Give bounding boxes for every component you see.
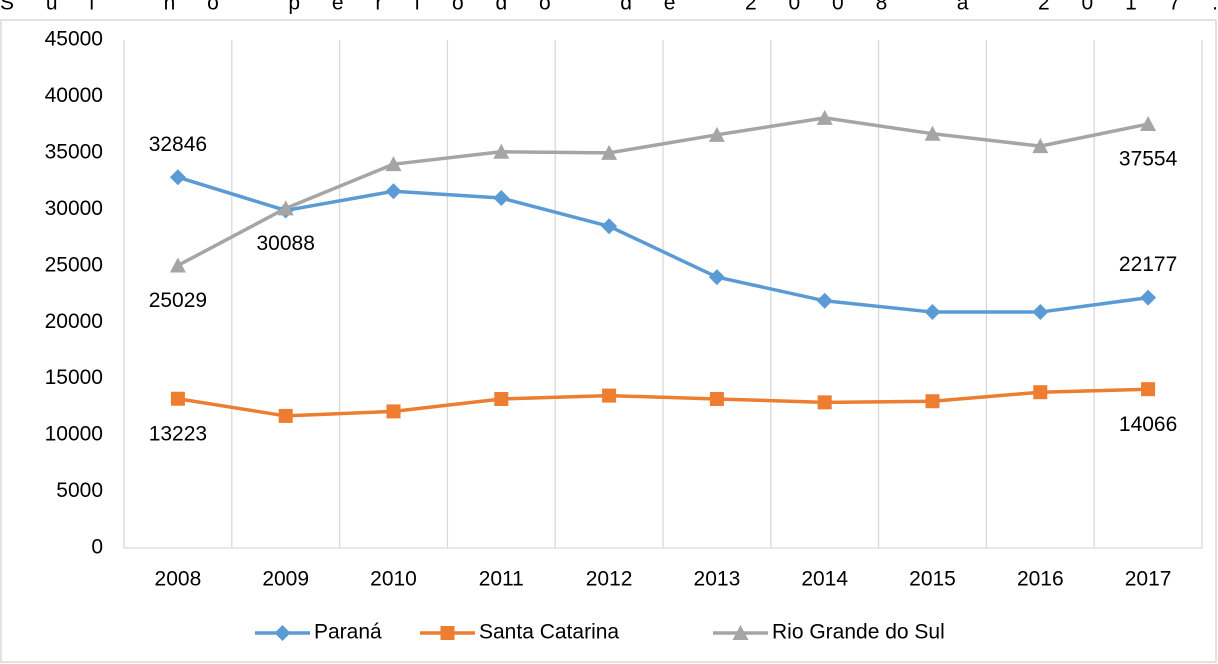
data-label: 37554: [1119, 148, 1178, 171]
point-marker: [1032, 138, 1049, 154]
y-tick-label: 40000: [45, 84, 103, 107]
series-line: [177, 175, 1149, 314]
point-marker: [709, 391, 724, 406]
legend-label: Paraná: [314, 621, 382, 644]
x-tick-label: 2012: [586, 568, 633, 591]
y-tick-label: 0: [91, 536, 103, 559]
x-tick-label: 2016: [1017, 568, 1064, 591]
point-marker: [708, 269, 725, 286]
point-marker: [924, 304, 941, 321]
x-tick-label: 2008: [155, 568, 202, 591]
point-marker: [170, 391, 185, 406]
chart-frame: [0, 19, 1217, 663]
point-marker: [1140, 116, 1157, 132]
data-label: 32846: [149, 133, 207, 156]
y-tick-label: 35000: [45, 140, 103, 163]
point-marker: [1140, 289, 1157, 306]
y-tick-label: 15000: [45, 366, 103, 389]
data-label: 22177: [1119, 253, 1177, 276]
y-tick-label: 45000: [45, 28, 103, 51]
point-marker: [1033, 385, 1048, 400]
legend-marker: [274, 625, 291, 641]
point-marker: [494, 391, 509, 406]
point-marker: [493, 143, 510, 159]
point-marker: [1141, 382, 1156, 397]
x-tick-label: 2017: [1125, 568, 1172, 591]
point-marker: [816, 292, 833, 309]
y-tick-label: 20000: [45, 310, 103, 333]
legend-label: Santa Catarina: [479, 621, 619, 644]
point-marker: [386, 404, 401, 419]
point-marker: [278, 408, 293, 423]
point-marker: [601, 144, 618, 160]
point-marker: [817, 395, 832, 410]
point-marker: [601, 218, 618, 235]
y-tick-label: 25000: [45, 253, 103, 276]
point-marker: [169, 169, 186, 186]
point-marker: [924, 125, 941, 141]
caption: Sul no período de 2008 a 2017.: [0, 0, 1218, 15]
point-marker: [493, 190, 510, 207]
data-label: 14066: [1119, 413, 1177, 436]
y-tick-label: 5000: [56, 479, 103, 502]
point-marker: [816, 109, 833, 125]
data-label: 30088: [256, 232, 314, 255]
point-marker: [602, 388, 617, 403]
point-marker: [385, 156, 402, 172]
point-marker: [385, 183, 402, 200]
point-marker: [277, 200, 294, 216]
y-tick-label: 30000: [45, 197, 103, 220]
point-marker: [925, 394, 940, 409]
point-marker: [169, 257, 186, 273]
x-tick-label: 2015: [909, 568, 956, 591]
legend-marker: [732, 625, 749, 640]
x-tick-label: 2011: [479, 568, 524, 591]
y-tick-label: 10000: [45, 423, 103, 446]
x-tick-label: 2009: [262, 568, 309, 591]
x-tick-label: 2013: [694, 568, 741, 591]
legend-label: Rio Grande do Sul: [772, 621, 945, 644]
series-line: [177, 387, 1149, 418]
point-marker: [708, 126, 725, 142]
legend-marker: [440, 626, 455, 640]
series-line: [177, 116, 1149, 267]
x-tick-label: 2010: [370, 568, 417, 591]
data-label: 13223: [149, 422, 207, 445]
point-marker: [1032, 304, 1049, 321]
x-tick-label: 2014: [801, 568, 848, 591]
data-label: 25029: [149, 289, 207, 312]
